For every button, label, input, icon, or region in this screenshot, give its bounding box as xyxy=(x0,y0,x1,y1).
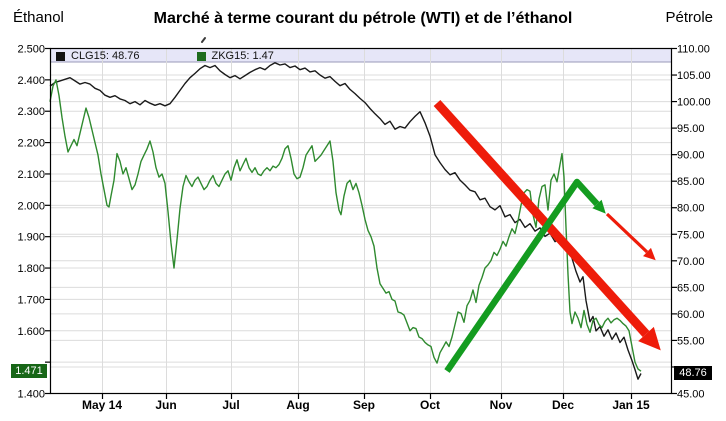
left-tick-label: 1.600 xyxy=(17,326,45,338)
left-tick-label: 2.200 xyxy=(17,138,45,150)
left-tick-label: 2.400 xyxy=(17,75,45,87)
right-tick-label: 70.00 xyxy=(677,256,705,268)
legend-label-zkg15: ZKG15: 1.47 xyxy=(211,50,274,62)
x-tick-label: Jan 15 xyxy=(612,398,650,412)
red-thin-downtrend-arrow-head xyxy=(643,247,656,261)
ethanol-last-price-badge: 1.471 xyxy=(11,364,47,378)
left-tick-label: 2.300 xyxy=(17,106,45,118)
right-tick-label: 45.00 xyxy=(677,389,705,401)
right-tick-label: 95.00 xyxy=(677,123,705,135)
right-tick-label: 65.00 xyxy=(677,282,705,294)
x-tick-label: Dec xyxy=(552,398,574,412)
plot-frame xyxy=(49,47,673,395)
right-axis-title: Pétrole xyxy=(665,9,713,26)
green-uptrend-then-down-arrow-head xyxy=(592,199,606,214)
right-tick-label: 75.00 xyxy=(677,229,705,241)
right-tick-label: 85.00 xyxy=(677,176,705,188)
zkg15-color-swatch xyxy=(196,51,206,61)
clg15-color-swatch xyxy=(56,51,65,61)
right-tick-label: 100.00 xyxy=(677,97,711,109)
left-tick-label: 1.700 xyxy=(17,294,45,306)
right-tick-label: 55.00 xyxy=(677,335,705,347)
green-uptrend-then-down-arrow xyxy=(444,178,600,373)
left-tick-label: 1.400 xyxy=(17,389,45,401)
left-tick-label: 2.500 xyxy=(17,44,45,56)
legend-strip xyxy=(50,48,672,62)
legend-item-clg15: CLG15: 48.76 xyxy=(56,50,140,62)
legend-label-clg15: CLG15: 48.76 xyxy=(71,50,140,62)
left-tick-label: 1.900 xyxy=(17,232,45,244)
x-tick-label: Oct xyxy=(420,398,440,412)
left-tick-label: 2.100 xyxy=(17,169,45,181)
x-tick-label: Nov xyxy=(490,398,513,412)
x-tick-label: Jul xyxy=(222,398,239,412)
oil-last-price-badge: 48.76 xyxy=(674,366,712,380)
right-tick-label: 80.00 xyxy=(677,203,705,215)
legend: CLG15: 48.76 ZKG15: 1.47 xyxy=(56,50,274,62)
right-tick-label: 90.00 xyxy=(677,150,705,162)
chart-title: Marché à terme courant du pétrole (WTI) … xyxy=(153,10,573,27)
left-tick-label: 2.000 xyxy=(17,200,45,212)
x-tick-label: Jun xyxy=(155,398,176,412)
right-tick-label: 105.00 xyxy=(677,70,711,82)
red-thick-downtrend-arrow xyxy=(433,99,650,338)
left-tick-label: 1.800 xyxy=(17,263,45,275)
series-zkg15-line xyxy=(49,79,642,372)
left-axis-title: Éthanol xyxy=(13,9,64,26)
x-tick-label: May 14 xyxy=(82,398,122,412)
legend-item-zkg15: ZKG15: 1.47 xyxy=(196,50,274,62)
right-tick-label: 110.00 xyxy=(677,44,710,56)
red-thick-downtrend-arrow-head xyxy=(638,326,661,351)
right-tick-label: 60.00 xyxy=(677,309,705,321)
x-tick-label: Aug xyxy=(286,398,309,412)
red-thin-downtrend-arrow xyxy=(605,212,649,254)
x-tick-label: Sep xyxy=(353,398,375,412)
